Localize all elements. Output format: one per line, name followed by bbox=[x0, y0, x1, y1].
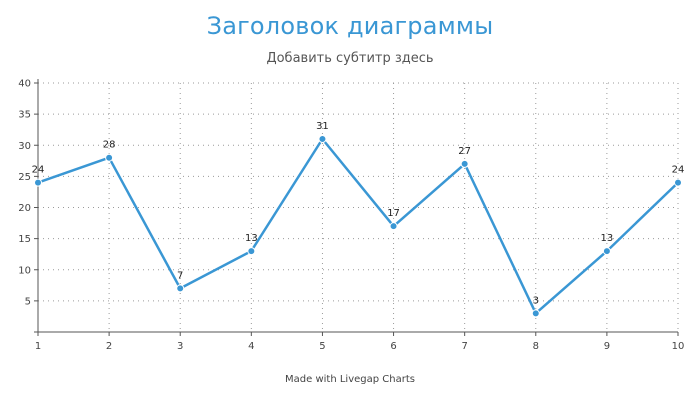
y-tick-label: 20 bbox=[18, 203, 31, 214]
data-label: 13 bbox=[245, 233, 258, 244]
data-label: 24 bbox=[672, 165, 685, 176]
label-layer: 24 28 7 13 31 17 27 3 13 24 bbox=[32, 121, 685, 306]
data-point bbox=[34, 178, 42, 187]
x-tick-label: 10 bbox=[672, 341, 685, 352]
x-tick-label: 5 bbox=[319, 341, 325, 352]
y-tick-label: 5 bbox=[25, 296, 31, 307]
x-tick-label: 3 bbox=[177, 341, 183, 352]
grid-layer bbox=[38, 82, 679, 332]
x-tick-label: 1 bbox=[35, 341, 41, 352]
y-tick-label: 30 bbox=[18, 141, 31, 152]
y-tick-label: 35 bbox=[18, 110, 31, 121]
x-tick-label: 2 bbox=[106, 341, 112, 352]
data-label: 7 bbox=[177, 270, 183, 281]
y-tick-label: 40 bbox=[18, 79, 31, 90]
data-point bbox=[674, 178, 682, 187]
data-point bbox=[176, 284, 185, 293]
x-tick-label: 8 bbox=[533, 341, 539, 352]
x-tick-label: 9 bbox=[604, 341, 610, 352]
data-label: 3 bbox=[533, 295, 539, 306]
data-label: 31 bbox=[316, 121, 329, 132]
y-tick-label: 10 bbox=[18, 265, 31, 276]
y-tick-label: 15 bbox=[18, 234, 31, 245]
data-point bbox=[105, 153, 114, 162]
data-label: 17 bbox=[387, 208, 400, 219]
chart-subtitle: Добавить субтитр здесь bbox=[266, 51, 434, 66]
x-tick-label: 4 bbox=[248, 341, 254, 352]
data-point bbox=[247, 247, 256, 256]
data-point bbox=[602, 247, 611, 256]
chart-credit: Made with Livegap Charts bbox=[285, 374, 415, 385]
data-point bbox=[531, 309, 540, 318]
data-point bbox=[318, 135, 327, 144]
data-label: 27 bbox=[458, 146, 471, 157]
chart-title: Заголовок диаграммы bbox=[206, 12, 494, 40]
data-label: 24 bbox=[32, 165, 45, 176]
series-layer bbox=[34, 135, 682, 318]
axis-layer: 5 10 15 20 25 30 35 40 1 2 3 4 5 6 7 8 9 10 bbox=[18, 79, 684, 353]
data-label: 28 bbox=[103, 140, 116, 151]
data-label: 13 bbox=[601, 233, 614, 244]
x-tick-label: 6 bbox=[390, 341, 396, 352]
series-line bbox=[37, 137, 679, 315]
y-tick-label: 25 bbox=[18, 172, 31, 183]
data-point bbox=[460, 159, 469, 168]
x-tick-label: 7 bbox=[461, 341, 467, 352]
data-point bbox=[389, 222, 398, 231]
